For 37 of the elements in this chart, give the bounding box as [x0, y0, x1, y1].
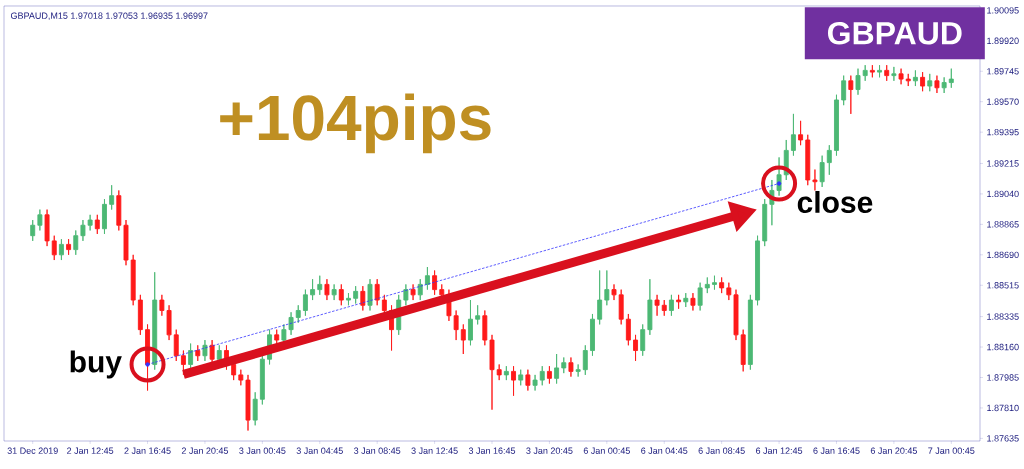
x-tick-label: 3 Jan 04:45 [296, 447, 343, 454]
y-tick-label: 1.88160 [987, 343, 1019, 351]
y-tick-label: 1.89745 [987, 68, 1019, 75]
x-tick-label: 6 Jan 04:45 [641, 447, 688, 454]
y-tick-label: 1.88515 [987, 282, 1019, 289]
y-tick-label: 1.89215 [987, 160, 1019, 167]
y-tick-label: 1.89395 [987, 128, 1019, 136]
annotation: buy [70, 350, 122, 379]
x-tick-label: 31 Dec 2019 [7, 447, 58, 454]
y-tick-label: 1.87810 [987, 404, 1019, 412]
x-tick-label: 3 Jan 16:45 [468, 447, 516, 454]
chart-title: GBPAUD [827, 21, 962, 45]
x-tick-label: 2 Jan 20:45 [181, 447, 229, 454]
y-tick-label: 1.90095 [987, 7, 1019, 14]
x-tick-label: 6 Jan 20:45 [870, 447, 918, 454]
y-tick-label: 1.89040 [987, 190, 1019, 198]
x-tick-label: 6 Jan 16:45 [813, 447, 860, 454]
y-tick-label: 1.87985 [987, 374, 1019, 381]
y-tick-label: 1.87635 [987, 435, 1019, 442]
y-tick-label: 1.89920 [987, 37, 1019, 44]
x-tick-label: 2 Jan 12:45 [67, 447, 114, 454]
annotation: +104pips [220, 93, 491, 154]
y-tick-label: 1.88690 [987, 251, 1019, 259]
x-tick-label: 2 Jan 16:45 [124, 447, 171, 454]
y-tick-label: 1.88865 [987, 221, 1019, 228]
x-tick-label: 6 Jan 12:45 [756, 447, 803, 454]
x-tick-label: 7 Jan 00:45 [928, 447, 975, 454]
y-tick-label: 1.88335 [987, 313, 1019, 320]
y-tick-label: 1.89570 [987, 98, 1019, 105]
x-tick-label: 3 Jan 20:45 [526, 447, 573, 454]
x-tick-label: 3 Jan 08:45 [354, 447, 401, 454]
annotation: close [797, 191, 873, 214]
x-tick-label: 3 Jan 00:45 [239, 447, 286, 454]
x-tick-label: 3 Jan 12:45 [411, 447, 458, 454]
x-tick-label: 6 Jan 00:45 [583, 447, 630, 454]
text: GBPAUD,M15 1.97018 1.97053 1.96935 1.96997 [10, 12, 208, 20]
x-tick-label: 6 Jan 08:45 [698, 447, 745, 454]
